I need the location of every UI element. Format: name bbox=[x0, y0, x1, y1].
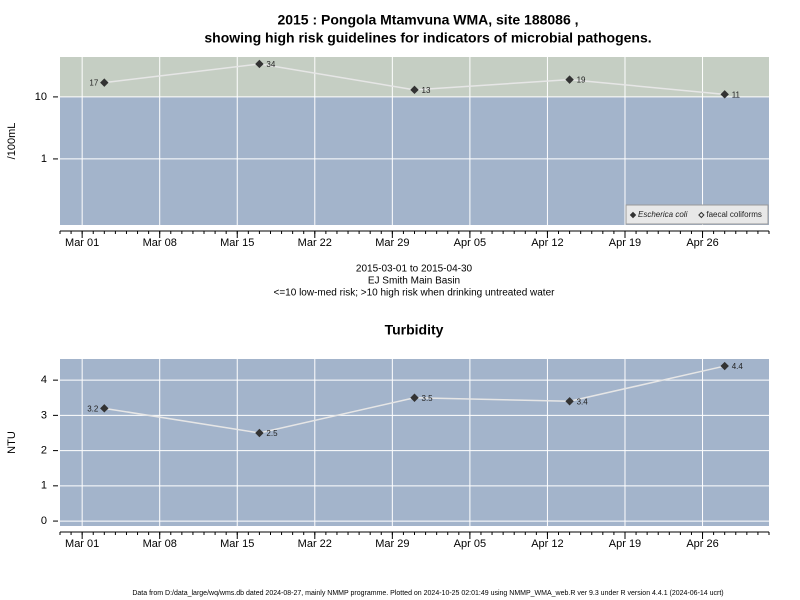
data-point bbox=[565, 397, 574, 406]
y-axis-label: /100mL bbox=[6, 123, 18, 160]
x-tick-label: Mar 08 bbox=[143, 237, 177, 249]
value-label: 17 bbox=[89, 79, 98, 88]
y-tick-label: 4 bbox=[41, 374, 47, 386]
chart-title: showing high risk guidelines for indicat… bbox=[204, 30, 651, 46]
legend-label: Escherica coli bbox=[638, 210, 688, 219]
x-tick-label: Mar 15 bbox=[220, 237, 254, 249]
x-tick-label: Mar 01 bbox=[65, 237, 99, 249]
x-tick-label: Mar 29 bbox=[375, 538, 409, 550]
data-point bbox=[720, 361, 729, 371]
x-tick-label: Apr 05 bbox=[454, 538, 486, 550]
legend-box bbox=[625, 204, 769, 225]
data-point bbox=[565, 75, 574, 84]
data-point bbox=[100, 404, 109, 413]
data-point bbox=[255, 428, 264, 438]
value-label: 3.2 bbox=[87, 404, 99, 413]
data-point bbox=[100, 78, 109, 87]
x-tick-label: Apr 19 bbox=[609, 538, 641, 550]
value-label: 2.5 bbox=[266, 429, 278, 438]
value-label: 13 bbox=[422, 86, 431, 95]
chart-title: 2015 : Pongola Mtamvuna WMA, site 188086… bbox=[277, 12, 578, 28]
x-tick-label: Mar 08 bbox=[143, 538, 177, 550]
low-risk-zone bbox=[60, 96, 769, 225]
y-tick-label: 3 bbox=[41, 409, 47, 421]
y-tick-label: 10 bbox=[35, 91, 47, 103]
x-tick-label: Mar 01 bbox=[65, 538, 99, 550]
legend-marker bbox=[698, 211, 705, 219]
data-point bbox=[410, 85, 419, 95]
x-tick-label: Apr 05 bbox=[454, 237, 486, 249]
value-label: 19 bbox=[577, 76, 586, 85]
x-tick-label: Mar 22 bbox=[298, 237, 332, 249]
annotation: <=10 low-med risk; >10 high risk when dr… bbox=[274, 288, 556, 299]
value-label: 4.4 bbox=[732, 362, 744, 371]
plot-background bbox=[60, 359, 769, 526]
legend-marker bbox=[629, 211, 637, 219]
x-tick-label: Apr 19 bbox=[609, 237, 641, 249]
y-tick-label: 0 bbox=[41, 515, 47, 527]
data-point bbox=[720, 90, 729, 99]
annotation: EJ Smith Main Basin bbox=[368, 276, 460, 287]
value-label: 3.4 bbox=[577, 397, 589, 406]
data-point bbox=[255, 59, 264, 69]
value-label: 3.5 bbox=[422, 394, 434, 403]
legend-label: faecal coliforms bbox=[706, 210, 762, 219]
y-tick-label: 1 bbox=[41, 480, 47, 492]
y-tick-label: 1 bbox=[41, 153, 47, 165]
x-tick-label: Mar 22 bbox=[298, 538, 332, 550]
x-tick-label: Mar 15 bbox=[220, 538, 254, 550]
x-tick-label: Apr 12 bbox=[531, 538, 563, 550]
y-tick-label: 2 bbox=[41, 445, 47, 457]
x-tick-label: Apr 26 bbox=[686, 538, 718, 550]
annotation: 2015-03-01 to 2015-04-30 bbox=[356, 264, 473, 275]
data-point bbox=[410, 393, 419, 402]
y-axis-label: NTU bbox=[6, 431, 18, 454]
chart-title: Turbidity bbox=[385, 322, 444, 338]
footer: Data from D:/data_large/wq/wms.db dated … bbox=[132, 590, 723, 597]
x-tick-label: Mar 29 bbox=[375, 237, 409, 249]
x-tick-label: Apr 26 bbox=[686, 237, 718, 249]
value-label: 34 bbox=[266, 60, 275, 69]
value-label: 11 bbox=[732, 90, 741, 99]
x-tick-label: Apr 12 bbox=[531, 237, 563, 249]
